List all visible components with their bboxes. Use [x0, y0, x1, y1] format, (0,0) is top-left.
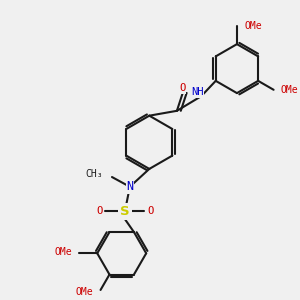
Text: OMe: OMe — [244, 21, 262, 31]
Text: CH₃: CH₃ — [85, 169, 103, 179]
Text: S: S — [120, 205, 130, 218]
Text: OMe: OMe — [76, 286, 93, 297]
Text: NH: NH — [191, 87, 204, 97]
Text: OMe: OMe — [55, 247, 72, 257]
Text: N: N — [126, 180, 134, 193]
Text: O: O — [97, 206, 103, 216]
Text: OMe: OMe — [281, 85, 298, 95]
Text: O: O — [147, 206, 153, 216]
Text: O: O — [180, 83, 186, 93]
